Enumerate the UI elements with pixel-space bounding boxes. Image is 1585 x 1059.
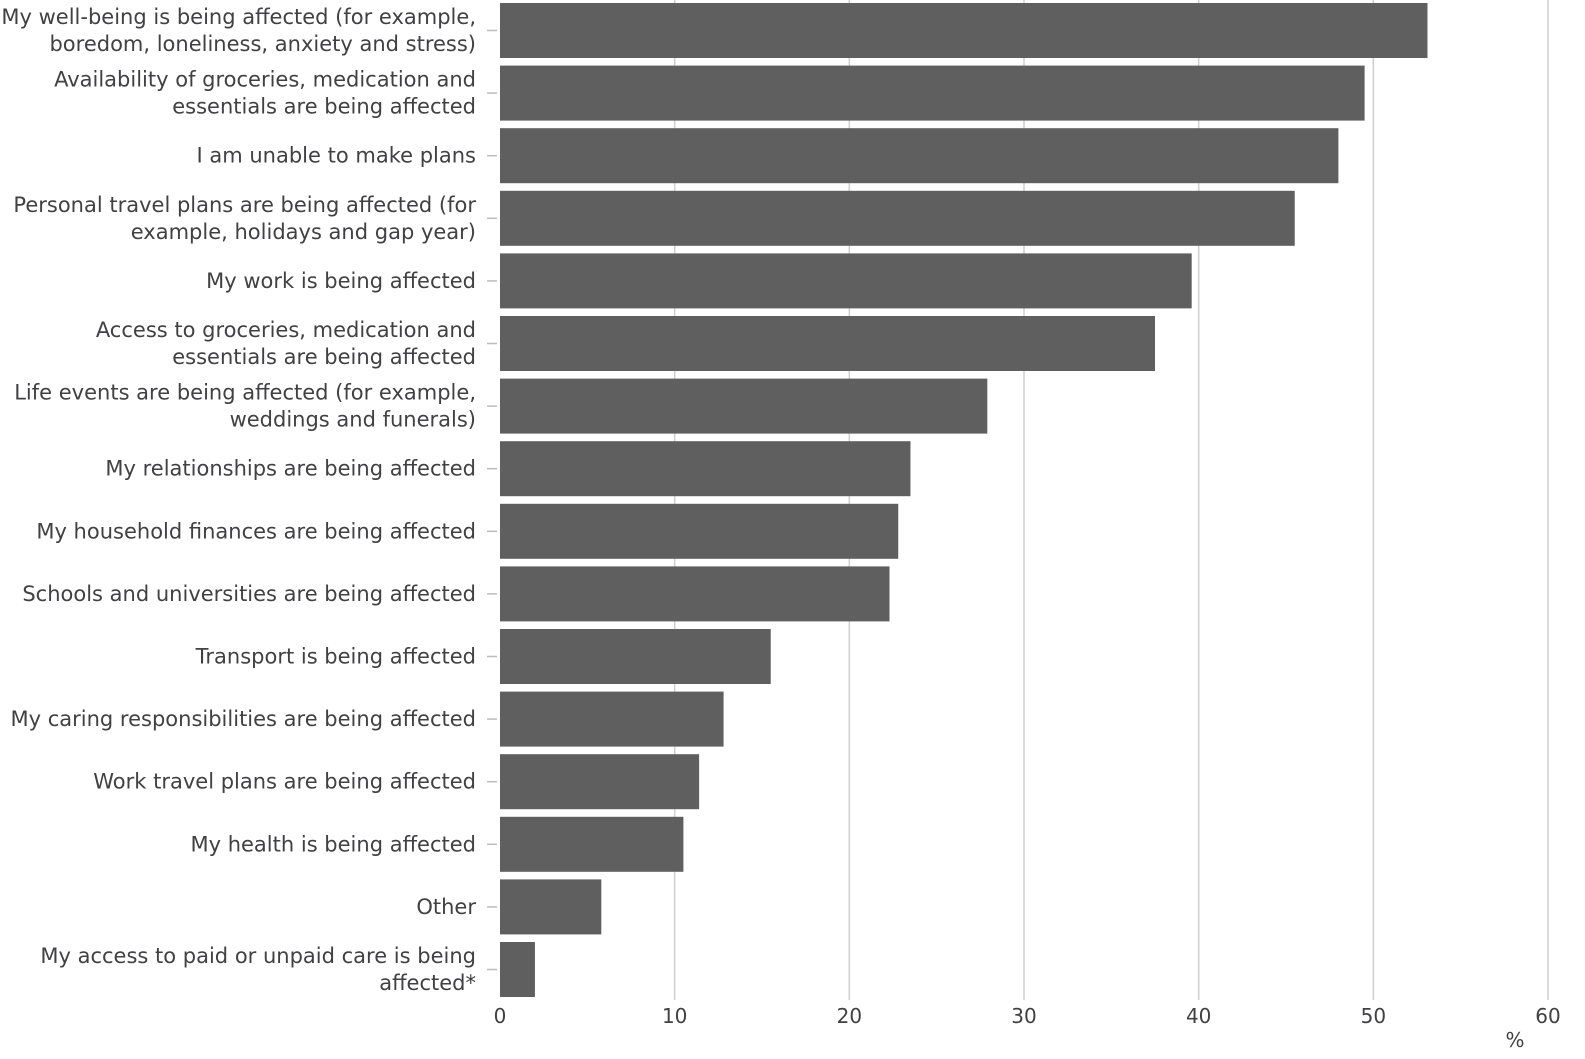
bar	[500, 128, 1338, 183]
x-tick-label: 40	[1186, 1004, 1211, 1028]
bar	[500, 504, 898, 559]
category-label: Access to groceries, medication and	[96, 318, 476, 342]
bar	[500, 253, 1192, 308]
x-tick-label: 60	[1535, 1004, 1560, 1028]
category-label: Other	[416, 895, 476, 919]
category-label: Life events are being affected (for exam…	[14, 381, 476, 405]
x-axis-unit-label: %	[1505, 1028, 1524, 1052]
bars	[500, 3, 1427, 997]
bar	[500, 817, 683, 872]
bar	[500, 66, 1365, 121]
category-label: weddings and funerals)	[230, 408, 476, 432]
category-label: My household finances are being affected	[36, 519, 476, 543]
category-label: My health is being affected	[190, 832, 476, 856]
category-label: My access to paid or unpaid care is bein…	[40, 944, 476, 968]
bar	[500, 566, 890, 621]
x-tick-label: 10	[662, 1004, 687, 1028]
category-label: Transport is being affected	[195, 645, 476, 669]
bar	[500, 191, 1295, 246]
category-label: I am unable to make plans	[197, 144, 477, 168]
category-label: My caring responsibilities are being aff…	[11, 707, 476, 731]
x-axis-ticks: 0 10 20 30 40 50 60	[494, 1004, 1561, 1028]
bar	[500, 3, 1427, 58]
x-tick-label: 20	[837, 1004, 862, 1028]
category-label: Availability of groceries, medication an…	[54, 68, 476, 92]
category-label: Personal travel plans are being affected…	[13, 193, 476, 217]
bar	[500, 629, 771, 684]
bar	[500, 441, 910, 496]
category-label: affected*	[379, 971, 476, 995]
bar	[500, 879, 601, 934]
category-label: My well-being is being affected (for exa…	[1, 5, 476, 29]
bar	[500, 379, 987, 434]
category-label: My work is being affected	[206, 269, 476, 293]
category-label: My relationships are being affected	[105, 457, 476, 481]
category-label: Work travel plans are being affected	[93, 770, 476, 794]
x-tick-label: 0	[494, 1004, 507, 1028]
bar	[500, 316, 1155, 371]
category-label: example, holidays and gap year)	[131, 220, 476, 244]
category-label: essentials are being affected	[172, 345, 476, 369]
bar	[500, 942, 535, 997]
category-label: boredom, loneliness, anxiety and stress)	[49, 32, 476, 56]
category-label: essentials are being affected	[172, 95, 476, 119]
category-label: Schools and universities are being affec…	[22, 582, 476, 606]
x-tick-label: 50	[1361, 1004, 1386, 1028]
category-labels: My well-being is being affected (for exa…	[1, 5, 497, 995]
bar	[500, 692, 724, 747]
x-tick-label: 30	[1011, 1004, 1036, 1028]
bar	[500, 754, 699, 809]
